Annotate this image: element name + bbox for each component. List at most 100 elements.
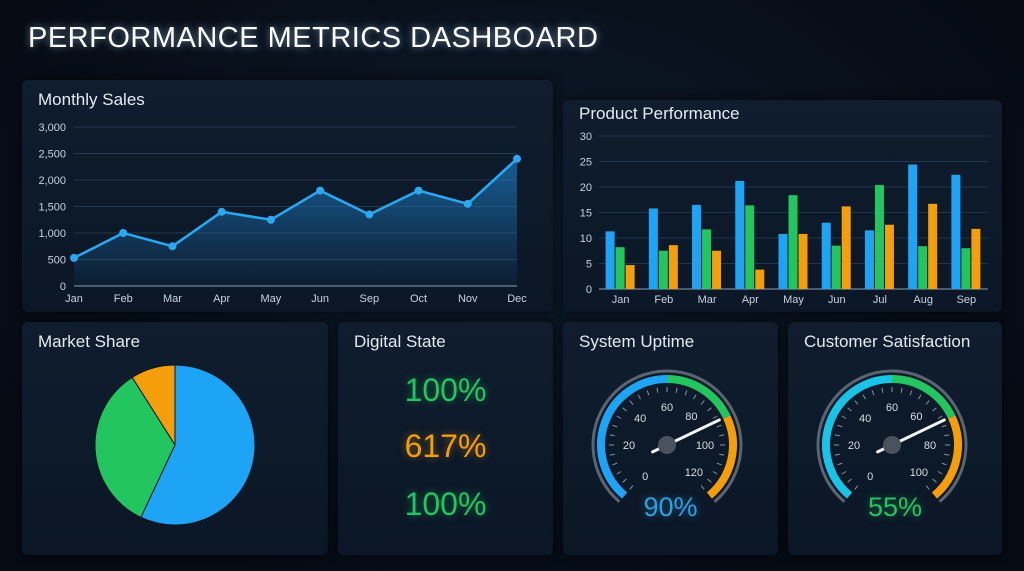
bar: [755, 269, 765, 289]
y-tick-label: 0: [60, 281, 66, 293]
gauge-tick: [656, 387, 659, 393]
x-tick-label: Jun: [311, 293, 329, 305]
gauge-label: 60: [661, 402, 673, 414]
gauge-segment: [666, 375, 731, 419]
bar: [605, 231, 615, 289]
x-tick-label: Sep: [360, 293, 380, 305]
gauge-tick: [925, 400, 930, 405]
market-share-title: Market Share: [38, 332, 141, 351]
y-tick-label: 30: [580, 131, 592, 143]
bar: [841, 206, 851, 289]
gauge-tick: [837, 462, 843, 466]
bar: [648, 208, 658, 289]
system-uptime-panel: System Uptime 0 20 40 60 80 100 120 90%: [563, 322, 778, 555]
dashboard-title: PERFORMANCE METRICS DASHBOARD: [28, 22, 599, 54]
y-tick-label: 1,500: [38, 202, 66, 214]
gauge-tick: [941, 424, 947, 428]
gauge-tick: [937, 415, 943, 419]
sales-point: [217, 207, 226, 216]
bar: [951, 174, 961, 289]
y-tick-label: 2,500: [38, 149, 66, 161]
gauge-tick: [862, 394, 866, 400]
gauge-tick: [944, 434, 950, 437]
bar: [821, 222, 831, 289]
monthly-sales-panel: Monthly Sales 0 500 1,000 1,500 2,000 2,500 3,…: [22, 80, 553, 312]
bar: [961, 248, 971, 289]
bar: [778, 233, 788, 289]
y-tick-label: 5: [586, 259, 592, 271]
x-tick-label: Feb: [654, 294, 673, 306]
bar: [918, 246, 928, 289]
gauge-tick: [918, 394, 922, 400]
gauge-segment: [891, 375, 956, 419]
x-tick-label: Apr: [213, 293, 230, 305]
gauge-tick: [837, 424, 843, 428]
x-tick-label: Feb: [114, 293, 133, 305]
customer-satisfaction-title: Customer Satisfaction: [804, 332, 971, 351]
pie-slice: [94, 376, 176, 519]
digital-state-value-1: 100%: [404, 372, 487, 408]
gauge-tick: [925, 485, 930, 490]
digital-state-value-3: 100%: [404, 486, 487, 522]
bar: [615, 247, 625, 289]
bar: [745, 205, 755, 289]
gauge-label: 40: [634, 413, 646, 425]
y-tick-label: 20: [580, 182, 592, 194]
market-share-panel: Market Share: [22, 322, 328, 555]
x-tick-label: May: [783, 294, 804, 306]
digital-state-title: Digital State: [354, 332, 446, 351]
sales-area: [74, 158, 517, 286]
gauge-label: 60: [910, 411, 922, 423]
gauge-tick: [847, 407, 852, 412]
y-tick-label: 10: [580, 233, 592, 245]
gauge-outer-ring: [591, 369, 743, 503]
y-tick-label: 2,000: [38, 175, 66, 187]
gauge-tick: [616, 471, 622, 475]
gauge-tick: [716, 424, 722, 428]
gauge-segment: [931, 415, 962, 499]
customer-satisfaction-panel: Customer Satisfaction 0 20 40 60 60 80 100 55%: [788, 322, 1002, 555]
gauge-tick: [609, 434, 615, 437]
gauge-tick: [622, 478, 627, 483]
x-tick-label: Mar: [698, 294, 717, 306]
pie-slice: [140, 364, 256, 526]
y-tick-label: 25: [580, 157, 592, 169]
gauge-tick: [612, 462, 618, 466]
gauge-tick: [854, 400, 859, 405]
sales-point: [70, 253, 78, 262]
gauge-tick: [616, 415, 622, 419]
bar: [702, 229, 712, 289]
gauge-tick: [847, 478, 852, 483]
sales-point: [316, 186, 325, 195]
x-tick-label: Sep: [957, 294, 977, 306]
gauge-label: 120: [685, 467, 703, 479]
gauge-tick: [909, 390, 913, 396]
y-tick-label: 1,000: [38, 228, 66, 240]
gauge-tick: [629, 400, 634, 405]
gauge-label: 60: [886, 402, 898, 414]
gauge-tick: [712, 415, 718, 419]
gauge-tick: [684, 390, 688, 396]
bar: [692, 204, 702, 289]
gauge-hub: [658, 436, 676, 454]
monthly-sales-title: Monthly Sales: [38, 90, 145, 109]
bar: [928, 203, 938, 289]
gauge-segment: [822, 375, 893, 499]
gauge-tick: [944, 453, 950, 456]
customer-satisfaction-value: 55%: [867, 492, 923, 522]
gauge-label: 40: [859, 413, 871, 425]
bar: [831, 245, 841, 289]
gauge-tick: [707, 407, 712, 412]
gauge-tick: [622, 407, 627, 412]
gauge-segment: [597, 375, 668, 499]
gauge-tick: [841, 415, 847, 419]
x-tick-label: Oct: [410, 293, 427, 305]
x-tick-label: Apr: [742, 294, 759, 306]
x-tick-label: Aug: [913, 294, 933, 306]
gauge-tick: [707, 478, 712, 483]
bar: [874, 184, 884, 289]
gauge-tick: [932, 478, 937, 483]
x-tick-label: Jun: [828, 294, 846, 306]
sales-line: [73, 157, 518, 260]
bar: [788, 195, 798, 289]
